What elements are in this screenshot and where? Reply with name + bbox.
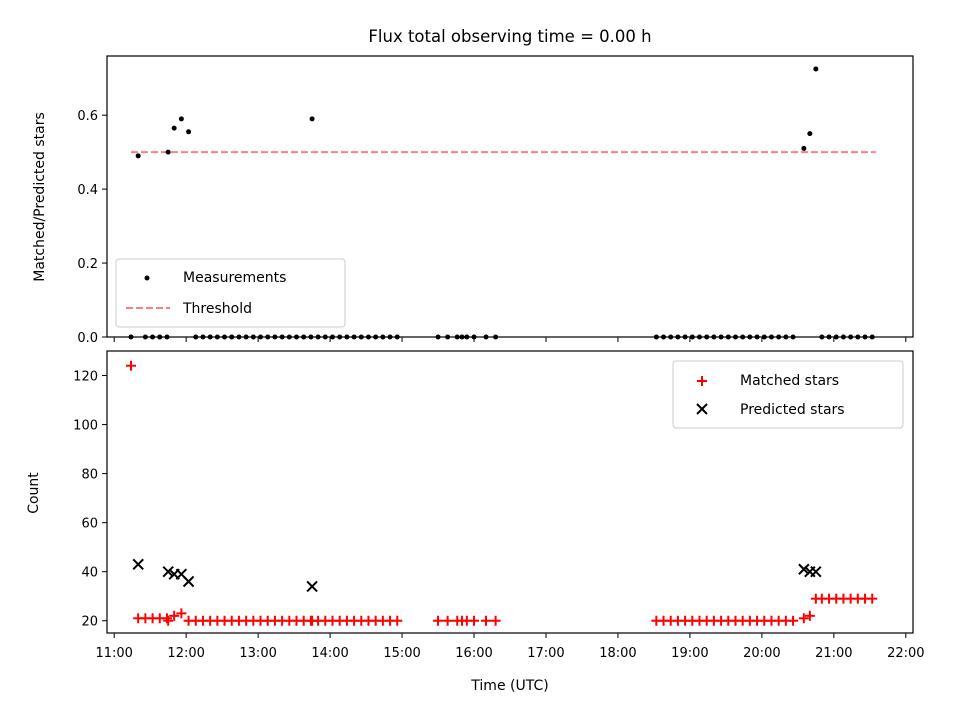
bottom-x-tick-label: 14:00	[311, 646, 348, 661]
matched-stars-point	[161, 613, 172, 624]
matched-stars-point	[469, 615, 480, 626]
bottom-y-tick-label: 80	[81, 468, 98, 483]
bottom-axes-frame	[106, 350, 914, 634]
bottom-x-ticks: 11:00 12:00 13:00 14:00 15:00 16:00 17:00 18:00…	[95, 633, 925, 661]
matched-stars-point	[169, 610, 180, 621]
predicted-stars-point	[182, 575, 195, 588]
legend-matched-label: Matched stars	[740, 373, 839, 389]
matched-stars-point	[442, 615, 453, 626]
legend-threshold-label: Threshold	[182, 301, 252, 317]
matched-stars-point	[125, 360, 136, 371]
predicted-stars-point	[810, 565, 822, 578]
bottom-y-axis-label: Count	[26, 472, 42, 514]
measurement-point	[178, 116, 184, 122]
bottom-y-tick-label: 20	[81, 615, 98, 630]
bottom-y-ticks: 20 40 60 80 100 120	[73, 370, 107, 630]
bottom-x-tick-label: 12:00	[167, 646, 204, 661]
matched-stars-point	[163, 615, 174, 626]
legend-predicted-marker	[696, 403, 708, 415]
legend-predicted-label: Predicted stars	[740, 402, 845, 418]
bottom-x-tick-label: 17:00	[527, 646, 564, 661]
legend-measurements-marker	[144, 275, 150, 281]
top-legend-box	[115, 258, 346, 328]
top-y-axis-label: Matched/Predicted stars	[32, 112, 48, 282]
matched-stars-point	[804, 610, 815, 621]
bottom-y-tick-label: 60	[81, 517, 98, 532]
measurement-point	[135, 153, 141, 159]
measurement-point	[813, 66, 819, 72]
bottom-y-tick-label: 100	[73, 419, 98, 434]
bottom-x-tick-label: 11:00	[95, 646, 132, 661]
measurement-point	[165, 149, 171, 155]
bottom-x-axis-label: Time (UTC)	[470, 678, 548, 694]
bottom-x-tick-label: 22:00	[887, 646, 924, 661]
chart-title: Flux total observing time = 0.00 h	[368, 27, 651, 46]
matched-stars-point	[788, 615, 799, 626]
bottom-x-tick-label: 21:00	[815, 646, 852, 661]
top-y-ticks: 0.0 0.2 0.4 0.6	[77, 109, 107, 346]
bottom-x-tick-label: 15:00	[383, 646, 420, 661]
matched-stars-point	[481, 615, 492, 626]
predicted-stars-point	[798, 563, 810, 575]
legend-measurements-label: Measurements	[183, 270, 286, 286]
predicted-stars-point	[132, 558, 144, 571]
legend-matched-marker	[697, 376, 707, 386]
bottom-legend-box	[672, 360, 904, 429]
matched-stars-point	[392, 615, 403, 626]
top-y-tick-label: 0.2	[77, 257, 98, 272]
measurement-point	[807, 131, 813, 137]
top-y-tick-label: 0.6	[77, 109, 98, 124]
top-legend: Measurements Threshold	[115, 258, 346, 328]
measurement-point	[801, 145, 807, 151]
measurement-point	[186, 129, 192, 135]
matched-stars-point	[433, 615, 444, 626]
bottom-x-tick-label: 19:00	[671, 646, 708, 661]
bottom-plot-area	[125, 360, 878, 626]
predicted-stars-point	[162, 565, 174, 578]
top-y-tick-label: 0.0	[77, 331, 98, 346]
top-axes-frame	[106, 55, 914, 338]
bottom-x-tick-label: 13:00	[239, 646, 276, 661]
measurement-point	[171, 125, 177, 131]
bottom-panel: 20 40 60 80 100 120 11:00 12:00 13:00 14:00 15:00…	[26, 350, 925, 694]
predicted-stars-point	[306, 580, 318, 593]
matched-stars-point	[867, 593, 878, 604]
matched-stars-point	[176, 608, 187, 619]
top-x-ticks	[113, 337, 907, 342]
bottom-legend: Matched stars Predicted stars	[672, 360, 904, 429]
bottom-x-tick-label: 16:00	[455, 646, 492, 661]
bottom-y-tick-label: 120	[73, 370, 98, 385]
bottom-y-tick-label: 40	[81, 566, 98, 581]
top-panel: 0.0 0.2 0.4 0.6 Matched/Predicted stars Mea…	[32, 55, 914, 346]
matched-stars-point	[490, 615, 501, 626]
top-y-tick-label: 0.4	[77, 183, 98, 198]
measurement-point	[309, 116, 315, 122]
bottom-x-tick-label: 18:00	[599, 646, 636, 661]
bottom-x-tick-label: 20:00	[743, 646, 780, 661]
matched-stars-point	[798, 613, 809, 624]
